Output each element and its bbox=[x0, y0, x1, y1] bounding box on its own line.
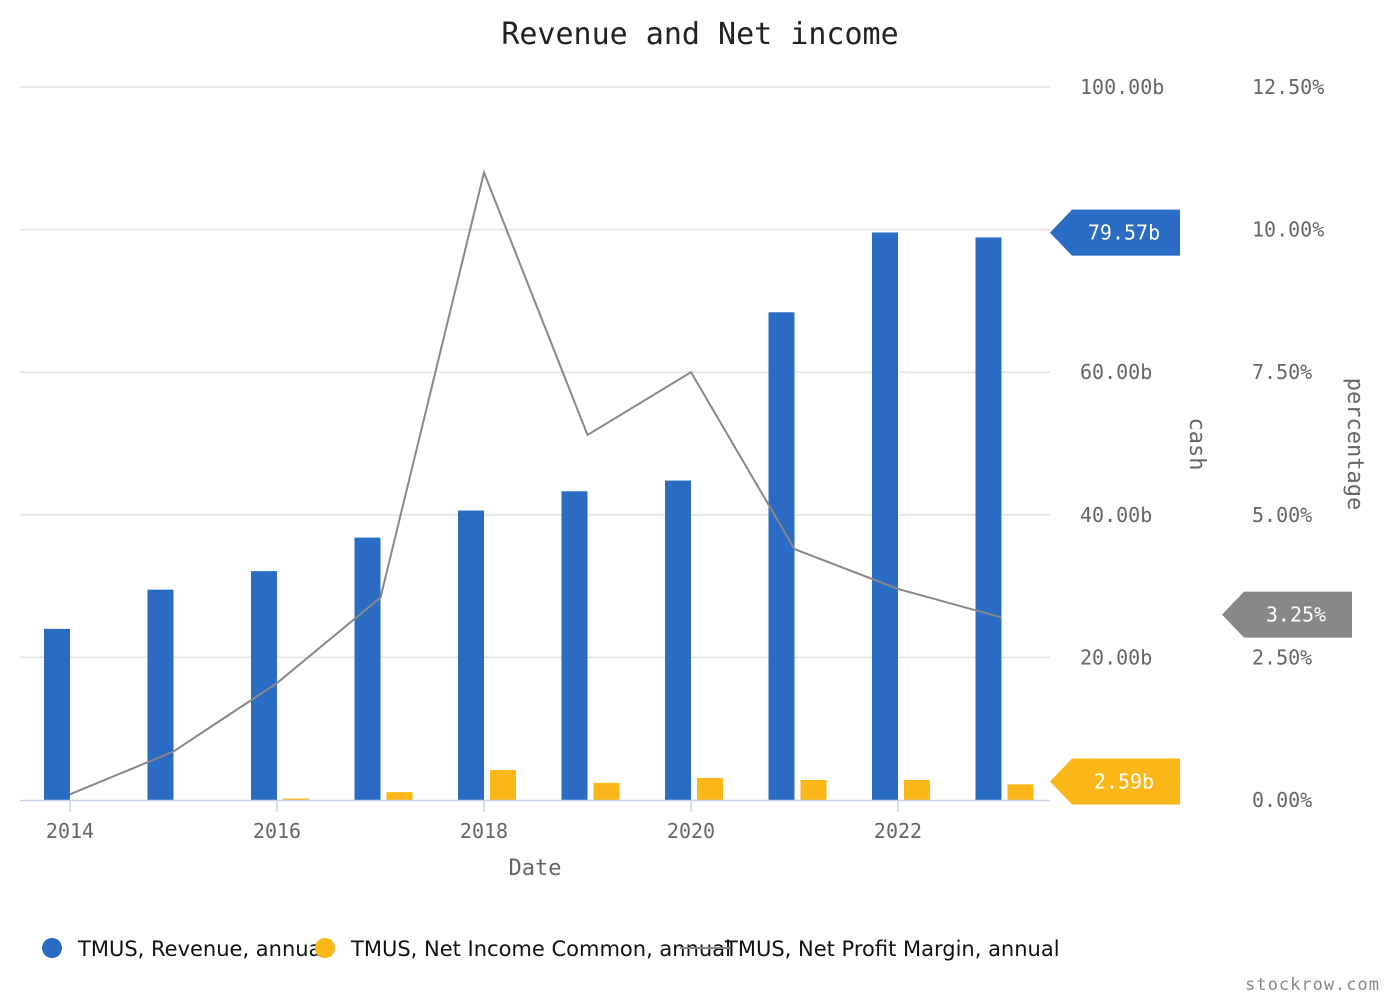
x-tick-label: 2016 bbox=[253, 819, 301, 843]
percentage-axis-ticks: 0.00% 2.50% 5.00% 7.50% 10.00% 12.50% bbox=[1252, 75, 1324, 812]
net-income-bar[interactable] bbox=[697, 777, 723, 800]
credit-text[interactable]: stockrow.com bbox=[1245, 975, 1380, 995]
revenue-bar[interactable] bbox=[147, 589, 174, 800]
revenue-bar[interactable] bbox=[458, 510, 484, 800]
value-flag bbox=[1222, 591, 1352, 638]
percentage-tick-label: 10.00% bbox=[1252, 218, 1324, 242]
chart-title: Revenue and Net income bbox=[501, 17, 898, 52]
bars-layer bbox=[44, 232, 1034, 800]
value-flag-label: 2.59b bbox=[1094, 770, 1154, 794]
revenue-bar[interactable] bbox=[44, 628, 70, 800]
legend-label: TMUS, Revenue, annual bbox=[77, 937, 327, 961]
legend-label: TMUS, Net Profit Margin, annual bbox=[724, 937, 1060, 961]
percentage-tick-label: 7.50% bbox=[1252, 360, 1312, 384]
cash-tick-label: 60.00b bbox=[1080, 360, 1152, 384]
value-flag-label: 79.57b bbox=[1088, 221, 1160, 245]
net-income-bar[interactable] bbox=[386, 792, 413, 800]
legend-item[interactable]: TMUS, Net Profit Margin, annual bbox=[680, 937, 1060, 961]
cash-tick-label: 100.00b bbox=[1080, 75, 1164, 99]
legend-label: TMUS, Net Income Common, annual bbox=[350, 937, 731, 961]
net-income-bar[interactable] bbox=[1007, 784, 1034, 800]
x-tick-label: 2018 bbox=[460, 819, 508, 843]
revenue-bar[interactable] bbox=[872, 232, 898, 800]
value-flag-label: 3.25% bbox=[1266, 603, 1326, 627]
percentage-tick-label: 5.00% bbox=[1252, 503, 1312, 527]
percentage-tick-label: 0.00% bbox=[1252, 788, 1312, 812]
cash-axis-ticks: 20.00b 40.00b 60.00b 100.00b bbox=[1080, 75, 1164, 669]
cash-tick-label: 20.00b bbox=[1080, 645, 1152, 669]
cash-axis-title: cash bbox=[1184, 418, 1209, 471]
value-flag bbox=[1050, 209, 1180, 256]
revenue-bar[interactable] bbox=[768, 312, 795, 800]
x-axis-title: Date bbox=[509, 856, 562, 881]
net-income-bar[interactable] bbox=[593, 782, 620, 800]
value-flags: 79.57b 2.59b 3.25% bbox=[1050, 209, 1352, 805]
percentage-tick-label: 12.50% bbox=[1252, 75, 1324, 99]
net-profit-margin-line[interactable] bbox=[69, 169, 1002, 796]
x-tick-label: 2022 bbox=[874, 819, 922, 843]
legend-marker bbox=[315, 938, 335, 958]
net-income-bar[interactable] bbox=[490, 770, 516, 800]
net-income-bar[interactable] bbox=[904, 780, 930, 800]
revenue-bar[interactable] bbox=[354, 537, 381, 800]
percentage-axis-title: percentage bbox=[1342, 378, 1367, 510]
legend[interactable]: TMUS, Revenue, annual TMUS, Net Income Co… bbox=[42, 937, 1060, 961]
legend-item[interactable]: TMUS, Net Income Common, annual bbox=[315, 937, 731, 961]
net-income-bar[interactable] bbox=[283, 798, 309, 800]
legend-marker bbox=[42, 938, 62, 958]
line-layer bbox=[69, 169, 1002, 796]
cash-tick-label: 40.00b bbox=[1080, 503, 1152, 527]
revenue-bar[interactable] bbox=[665, 480, 691, 800]
x-axis: 2014 2016 2018 2020 2022 bbox=[20, 799, 1050, 843]
legend-item[interactable]: TMUS, Revenue, annual bbox=[42, 937, 327, 961]
x-tick-label: 2014 bbox=[46, 819, 94, 843]
x-tick-label: 2020 bbox=[667, 819, 715, 843]
revenue-bar[interactable] bbox=[561, 491, 588, 800]
revenue-bar[interactable] bbox=[975, 237, 1002, 800]
percentage-tick-label: 2.50% bbox=[1252, 645, 1312, 669]
net-income-bar[interactable] bbox=[800, 780, 827, 800]
value-flag bbox=[1050, 758, 1180, 805]
